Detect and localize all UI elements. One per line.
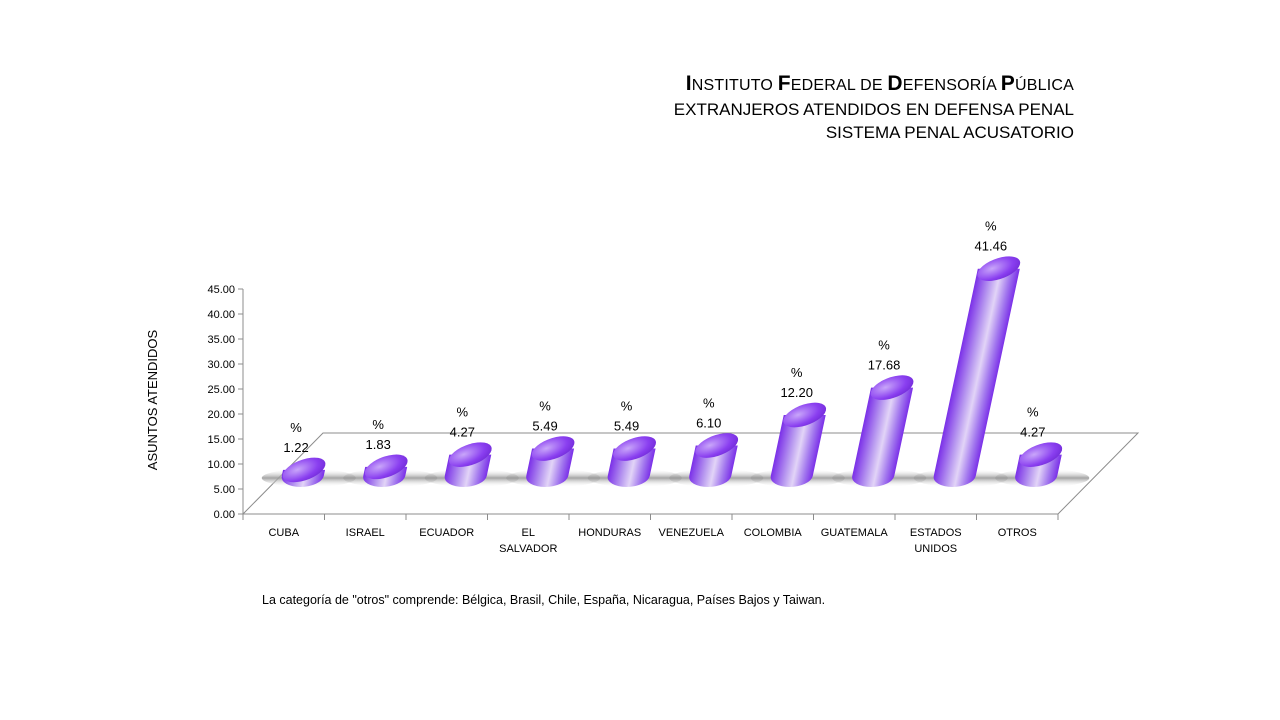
x-category-label: UNIDOS xyxy=(914,543,957,555)
y-tick-label: 45.00 xyxy=(207,284,235,296)
bar xyxy=(343,454,438,487)
data-label: 12.20 xyxy=(780,385,813,400)
data-label: 5.49 xyxy=(614,419,639,434)
y-tick-label: 20.00 xyxy=(207,409,235,421)
bar xyxy=(506,436,601,487)
bar xyxy=(669,433,764,487)
bar-top xyxy=(870,375,914,400)
bar-top xyxy=(448,442,492,467)
bar xyxy=(832,375,927,487)
bar xyxy=(913,256,1021,487)
data-label: 6.10 xyxy=(696,416,721,431)
y-tick-label: 0.00 xyxy=(214,509,235,521)
chart-title-block: INSTITUTO FEDERAL DE DEFENSORÍA PÚBLICA … xyxy=(454,72,1074,145)
data-label: 41.46 xyxy=(975,239,1008,254)
bar-body xyxy=(770,415,826,487)
bar-top xyxy=(613,436,656,461)
data-label: 1.22 xyxy=(283,440,308,455)
chart-subtitle-2: SISTEMA PENAL ACUSATORIO xyxy=(825,123,1074,142)
x-category-label: CUBA xyxy=(268,527,299,539)
bar xyxy=(587,436,682,487)
data-label: 4.27 xyxy=(1020,425,1045,440)
bar-top xyxy=(783,402,827,428)
data-label: 1.83 xyxy=(366,437,391,452)
y-tick-label: 30.00 xyxy=(207,359,235,371)
bar xyxy=(750,402,845,487)
y-tick-label: 40.00 xyxy=(207,309,235,321)
data-label-prefix: % xyxy=(539,399,551,414)
chart-subtitle: EXTRANJEROS ATENDIDOS EN DEFENSA PENAL xyxy=(673,99,1074,119)
y-tick-label: 15.00 xyxy=(207,434,235,446)
bar xyxy=(995,442,1090,487)
bar-top xyxy=(1019,442,1063,467)
bar-top xyxy=(282,457,326,483)
x-category-label: VENEZUELA xyxy=(659,527,725,539)
x-category-label: ECUADOR xyxy=(419,527,474,539)
bar-body xyxy=(852,387,914,487)
y-tick-label: 35.00 xyxy=(207,334,235,346)
chart-title: INSTITUTO FEDERAL DE DEFENSORÍA PÚBLICA xyxy=(685,72,1074,95)
y-axis-label: ASUNTOS ATENDIDOS xyxy=(145,329,160,470)
x-category-label: COLOMBIA xyxy=(744,527,803,539)
y-tick-label: 25.00 xyxy=(207,384,235,396)
bar-body xyxy=(933,268,1020,487)
data-label: 4.27 xyxy=(450,425,475,440)
data-label-prefix: % xyxy=(290,420,302,435)
data-label-prefix: % xyxy=(985,219,997,234)
y-tick-label: 5.00 xyxy=(214,484,235,496)
data-label-prefix: % xyxy=(703,396,715,411)
data-label-prefix: % xyxy=(878,338,890,353)
data-label-prefix: % xyxy=(1027,405,1039,420)
data-label: 17.68 xyxy=(868,358,901,373)
bar-top xyxy=(977,256,1021,282)
y-tick-label: 10.00 xyxy=(207,459,235,471)
x-category-label: HONDURAS xyxy=(578,527,641,539)
x-category-label: ESTADOS xyxy=(910,527,962,539)
data-label-prefix: % xyxy=(791,365,803,380)
bar xyxy=(261,457,356,487)
x-category-label: ISRAEL xyxy=(346,527,385,539)
bar xyxy=(424,442,519,487)
data-label-prefix: % xyxy=(457,405,469,420)
x-category-label: GUATEMALA xyxy=(821,527,889,539)
data-label-prefix: % xyxy=(372,417,384,432)
bar-top xyxy=(695,433,739,458)
x-category-label: SALVADOR xyxy=(499,543,557,555)
data-label: 5.49 xyxy=(532,419,557,434)
footnote: La categoría de "otros" comprende: Bélgi… xyxy=(262,593,826,607)
data-label-prefix: % xyxy=(621,399,633,414)
bar-top xyxy=(531,436,575,461)
bar-top xyxy=(364,454,408,480)
x-category-label: EL xyxy=(522,527,535,539)
x-category-label: OTROS xyxy=(998,527,1037,539)
